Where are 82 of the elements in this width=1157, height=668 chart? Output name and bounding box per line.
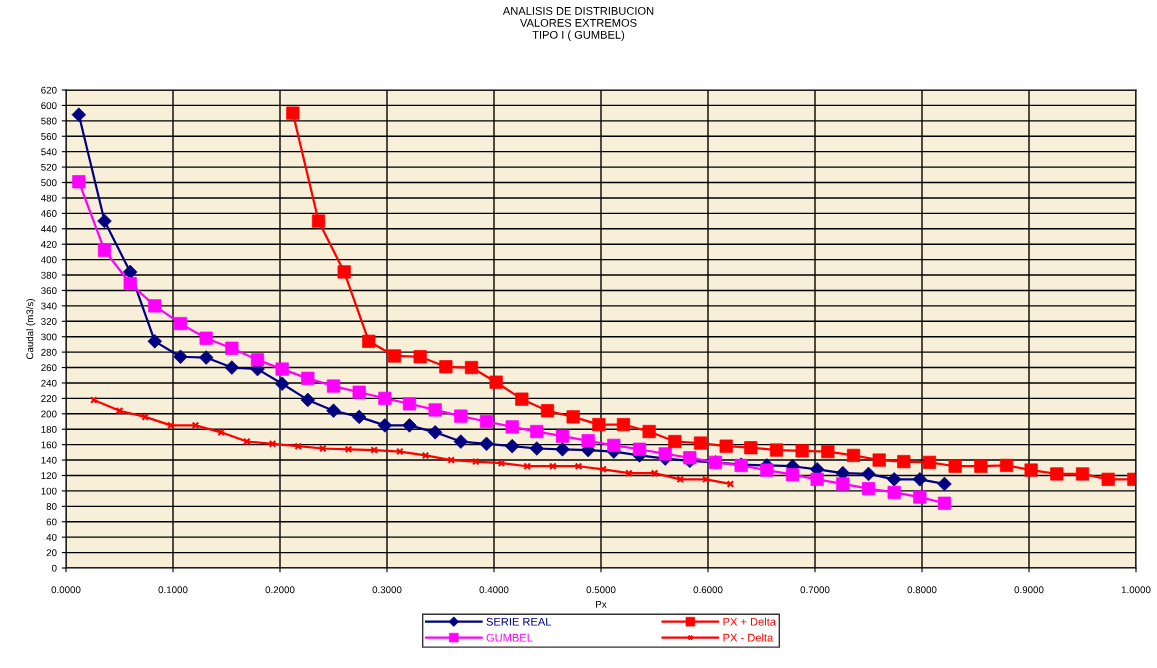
- y-tick-label: 320: [41, 318, 57, 325]
- y-tick-label: 120: [41, 472, 57, 480]
- point: [250, 353, 265, 367]
- y-tick-label: 280: [41, 348, 57, 356]
- point: [453, 434, 469, 449]
- point: [887, 485, 901, 500]
- point: [886, 472, 902, 487]
- y-tick-label: 360: [41, 287, 57, 295]
- y-tick-label: 40: [46, 533, 57, 541]
- y-tick-label: 620: [41, 86, 57, 94]
- y-tick-label: 180: [41, 425, 57, 433]
- x-tick-label: 0.4000: [479, 586, 509, 594]
- x-tick-label: 0.5000: [586, 586, 616, 594]
- y-tick-label: 60: [46, 518, 57, 526]
- y-tick-label: 560: [41, 132, 57, 140]
- x-axis-title: Px: [596, 601, 607, 608]
- x-tick-label: 0.0000: [51, 586, 81, 594]
- point: [123, 276, 137, 291]
- point: [173, 317, 188, 331]
- point: [632, 442, 647, 456]
- point: [326, 379, 341, 393]
- point: [769, 443, 784, 457]
- y-tick-label: 540: [41, 148, 57, 156]
- y-tick-label: 600: [41, 102, 57, 110]
- point: [846, 448, 861, 463]
- point: [999, 458, 1014, 473]
- point: [217, 428, 225, 437]
- point: [861, 466, 876, 482]
- point: [311, 214, 326, 228]
- point: [199, 331, 213, 345]
- y-tick-label: 300: [41, 333, 57, 341]
- y-tick-label: 100: [41, 487, 57, 495]
- point: [464, 360, 479, 375]
- y-tick-label: 0: [51, 564, 57, 572]
- y-tick-label: 140: [41, 456, 57, 464]
- point: [744, 441, 758, 455]
- x-tick-label: 0.1000: [158, 586, 188, 594]
- text: PX - Delta: [723, 633, 774, 642]
- y-tick-label: 400: [40, 256, 57, 264]
- chart-title: ANALISIS DE DISTRIBUCION VALORES EXTREMOS TIPO I ( GUMBEL): [502, 6, 654, 41]
- point: [97, 243, 112, 257]
- y-tick-label: 20: [46, 549, 57, 557]
- point: [810, 472, 824, 486]
- y-tick-label: 220: [41, 395, 57, 403]
- point: [479, 414, 494, 429]
- y-tick-label: 260: [41, 364, 57, 372]
- y-tick-label: 580: [41, 117, 57, 125]
- x-tick-label: 0.2000: [265, 586, 295, 594]
- point: [71, 107, 87, 122]
- point: [555, 442, 570, 457]
- text: GUMBEL: [486, 633, 533, 642]
- text: SERIE REAL: [486, 617, 552, 626]
- x-tick-label: 0.9000: [1014, 586, 1044, 594]
- x-tick-label: 0.8000: [907, 586, 937, 594]
- x-tick-label: 1.0000: [1121, 586, 1151, 594]
- y-tick-label: 340: [41, 302, 57, 310]
- y-tick-label: 500: [41, 179, 57, 187]
- text: PX + Delta: [723, 617, 776, 626]
- point: [555, 429, 570, 443]
- y-tick-label: 80: [46, 503, 57, 510]
- y-tick-label: 240: [41, 379, 57, 387]
- point: [616, 418, 631, 432]
- point: [479, 436, 494, 452]
- point: [592, 418, 606, 432]
- point: [387, 349, 402, 363]
- y-axis-title: Caudal (m3/s): [26, 299, 36, 360]
- y-tick-label: 200: [41, 410, 57, 418]
- y-tick-label: 380: [41, 271, 57, 279]
- x-tick-label: 0.3000: [372, 586, 402, 594]
- point: [922, 455, 937, 469]
- point: [937, 496, 952, 510]
- y-tick-label: 480: [40, 194, 57, 202]
- point: [427, 425, 443, 440]
- x-tick-label: 0.7000: [800, 586, 830, 594]
- y-tick-label: 460: [40, 210, 57, 217]
- y-tick-label: 160: [41, 441, 57, 449]
- point: [274, 376, 290, 391]
- x-tick-label: 0.6000: [693, 586, 723, 594]
- point: [402, 397, 417, 411]
- y-tick-label: 520: [41, 163, 57, 171]
- y-tick-label: 420: [40, 240, 57, 248]
- y-tick-label: 440: [40, 225, 57, 233]
